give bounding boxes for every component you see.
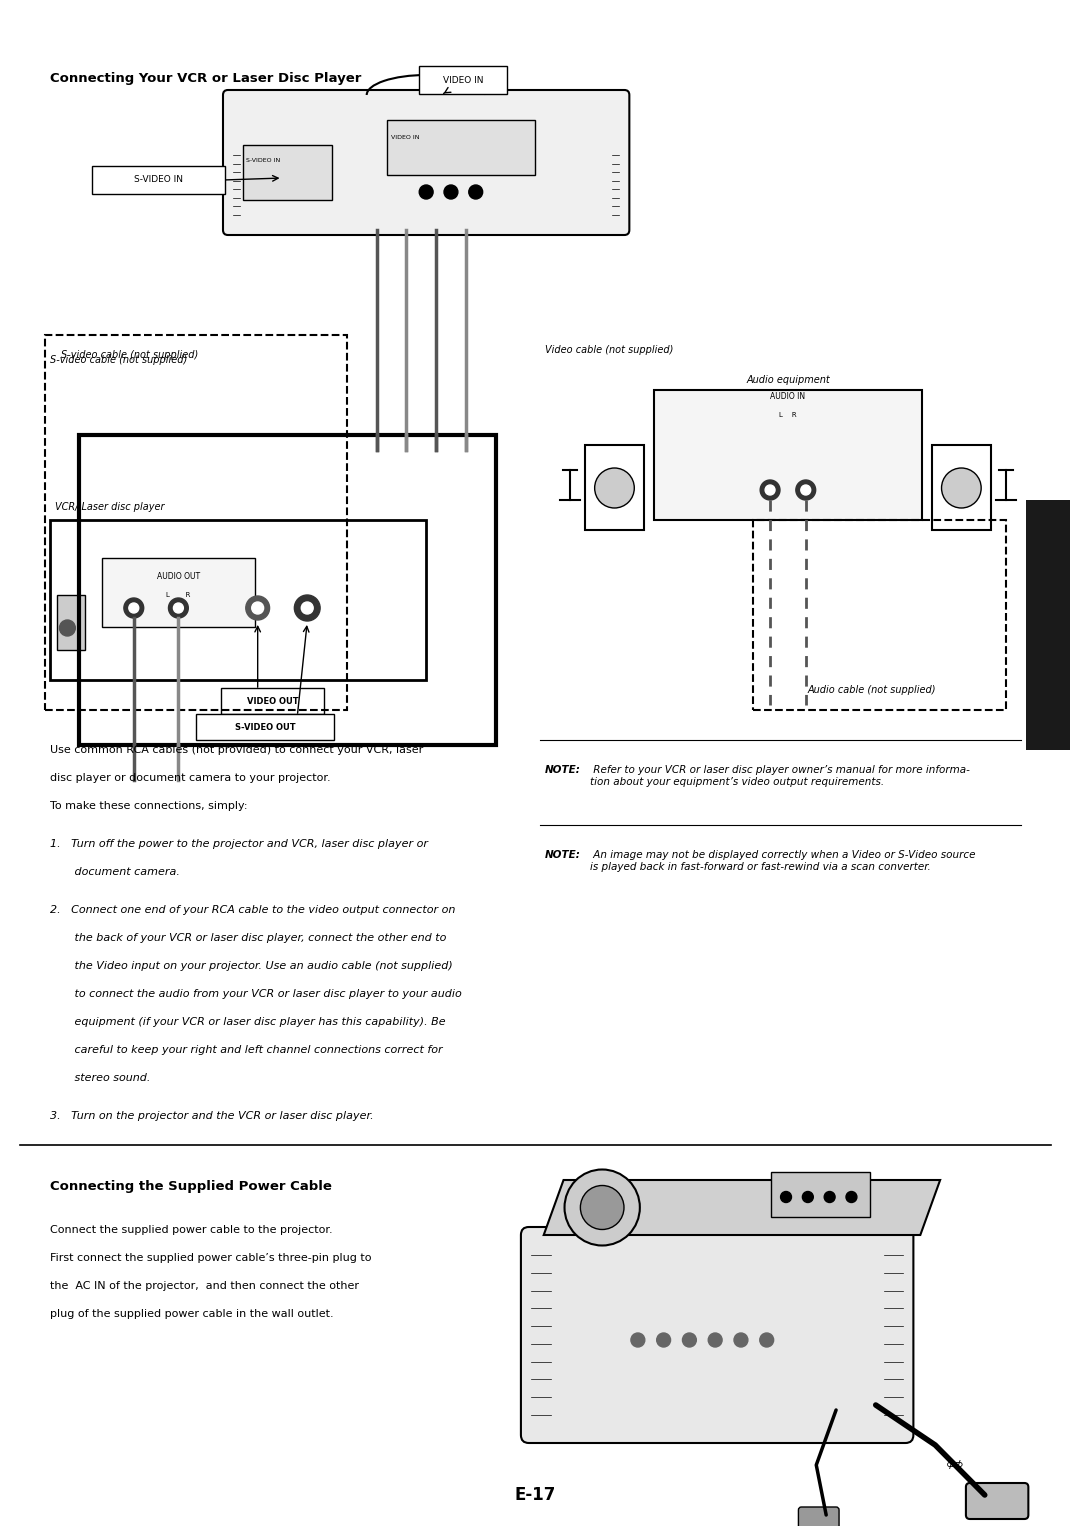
Circle shape <box>796 481 815 501</box>
Circle shape <box>657 1334 671 1347</box>
Text: S-VIDEO OUT: S-VIDEO OUT <box>234 722 296 731</box>
Circle shape <box>129 603 138 613</box>
Text: VCR/ Laser disc player: VCR/ Laser disc player <box>54 502 164 513</box>
Circle shape <box>781 1192 792 1202</box>
Text: 1.   Turn off the power to the projector and VCR, laser disc player or: 1. Turn off the power to the projector a… <box>50 839 428 848</box>
Bar <box>50 520 427 681</box>
Text: plug of the supplied power cable in the wall outlet.: plug of the supplied power cable in the … <box>50 1309 333 1318</box>
FancyBboxPatch shape <box>521 1227 914 1444</box>
Bar <box>57 595 85 650</box>
Circle shape <box>734 1334 747 1347</box>
Circle shape <box>295 595 320 621</box>
Circle shape <box>631 1334 645 1347</box>
Text: NOTE:: NOTE: <box>545 850 581 861</box>
Polygon shape <box>543 1180 941 1235</box>
Circle shape <box>708 1334 723 1347</box>
Text: 3.   Turn on the projector and the VCR or laser disc player.: 3. Turn on the projector and the VCR or … <box>50 1111 374 1122</box>
Text: the  AC IN of the projector,  and then connect the other: the AC IN of the projector, and then con… <box>50 1280 359 1291</box>
Text: document camera.: document camera. <box>50 867 179 877</box>
Text: S-VIDEO IN: S-VIDEO IN <box>246 159 280 163</box>
Text: An image may not be displayed correctly when a Video or S-Video source
is played: An image may not be displayed correctly … <box>590 850 975 871</box>
Circle shape <box>800 485 811 494</box>
Text: VIDEO IN: VIDEO IN <box>443 75 484 84</box>
Text: the back of your VCR or laser disc player, connect the other end to: the back of your VCR or laser disc playe… <box>50 932 446 943</box>
FancyBboxPatch shape <box>197 714 334 740</box>
Text: stereo sound.: stereo sound. <box>50 1073 150 1083</box>
Circle shape <box>759 1334 773 1347</box>
Circle shape <box>595 468 634 508</box>
Circle shape <box>760 481 780 501</box>
Text: Audio equipment: Audio equipment <box>746 375 829 385</box>
Text: to connect the audio from your VCR or laser disc player to your audio: to connect the audio from your VCR or la… <box>50 989 461 1000</box>
Text: First connect the supplied power cable’s three-pin plug to: First connect the supplied power cable’s… <box>50 1253 372 1264</box>
FancyBboxPatch shape <box>103 559 255 627</box>
Circle shape <box>419 185 433 198</box>
Circle shape <box>246 597 270 620</box>
Bar <box>584 446 644 530</box>
Text: Connecting Your VCR or Laser Disc Player: Connecting Your VCR or Laser Disc Player <box>50 72 361 85</box>
Bar <box>654 391 921 520</box>
Text: VIDEO OUT: VIDEO OUT <box>246 696 298 705</box>
Text: ⊄⊅: ⊄⊅ <box>946 1460 964 1470</box>
Text: L       R: L R <box>166 592 190 598</box>
Circle shape <box>683 1334 697 1347</box>
Circle shape <box>565 1169 639 1245</box>
Circle shape <box>252 601 264 613</box>
Bar <box>753 520 1005 710</box>
Bar <box>387 121 536 175</box>
Text: S-VIDEO IN: S-VIDEO IN <box>134 175 184 185</box>
Circle shape <box>174 603 184 613</box>
FancyBboxPatch shape <box>222 90 630 235</box>
Circle shape <box>824 1192 835 1202</box>
Text: S-video cable (not supplied): S-video cable (not supplied) <box>62 349 199 360</box>
Text: Video cable (not supplied): Video cable (not supplied) <box>545 345 674 356</box>
Bar <box>44 336 347 710</box>
Text: Refer to your VCR or laser disc player owner’s manual for more informa-
tion abo: Refer to your VCR or laser disc player o… <box>590 765 970 786</box>
FancyBboxPatch shape <box>798 1508 839 1526</box>
Text: E-17: E-17 <box>514 1486 556 1505</box>
Bar <box>243 145 332 200</box>
Circle shape <box>301 601 313 613</box>
Circle shape <box>168 598 188 618</box>
Bar <box>1026 501 1070 749</box>
Text: AUDIO OUT: AUDIO OUT <box>157 572 200 581</box>
Text: Connecting the Supplied Power Cable: Connecting the Supplied Power Cable <box>50 1180 332 1193</box>
Text: careful to keep your right and left channel connections correct for: careful to keep your right and left chan… <box>50 1045 442 1054</box>
Circle shape <box>59 620 76 636</box>
Circle shape <box>444 185 458 198</box>
Text: Use common RCA cables (not provided) to connect your VCR, laser: Use common RCA cables (not provided) to … <box>50 745 422 755</box>
Circle shape <box>124 598 144 618</box>
Circle shape <box>942 468 981 508</box>
Circle shape <box>846 1192 856 1202</box>
Circle shape <box>802 1192 813 1202</box>
Circle shape <box>765 485 775 494</box>
Text: Connect the supplied power cable to the projector.: Connect the supplied power cable to the … <box>50 1225 333 1235</box>
Text: Audio cable (not supplied): Audio cable (not supplied) <box>808 685 936 694</box>
Text: AUDIO IN: AUDIO IN <box>770 392 806 401</box>
Text: equipment (if your VCR or laser disc player has this capability). Be: equipment (if your VCR or laser disc pla… <box>50 1016 445 1027</box>
Bar <box>771 1172 870 1218</box>
Text: NOTE:: NOTE: <box>545 765 581 775</box>
Text: L    R: L R <box>779 412 797 418</box>
Text: VIDEO IN: VIDEO IN <box>391 134 420 140</box>
Text: the Video input on your projector. Use an audio cable (not supplied): the Video input on your projector. Use a… <box>50 961 453 971</box>
Text: S-video cable (not supplied): S-video cable (not supplied) <box>50 356 187 365</box>
FancyBboxPatch shape <box>419 66 508 95</box>
Bar <box>932 446 991 530</box>
Circle shape <box>469 185 483 198</box>
Text: 2.   Connect one end of your RCA cable to the video output connector on: 2. Connect one end of your RCA cable to … <box>50 905 455 916</box>
FancyBboxPatch shape <box>221 688 324 714</box>
Text: To make these connections, simply:: To make these connections, simply: <box>50 801 247 810</box>
FancyBboxPatch shape <box>966 1483 1028 1518</box>
Circle shape <box>580 1186 624 1230</box>
Text: disc player or document camera to your projector.: disc player or document camera to your p… <box>50 774 330 783</box>
Bar <box>79 435 496 745</box>
FancyBboxPatch shape <box>92 166 225 194</box>
